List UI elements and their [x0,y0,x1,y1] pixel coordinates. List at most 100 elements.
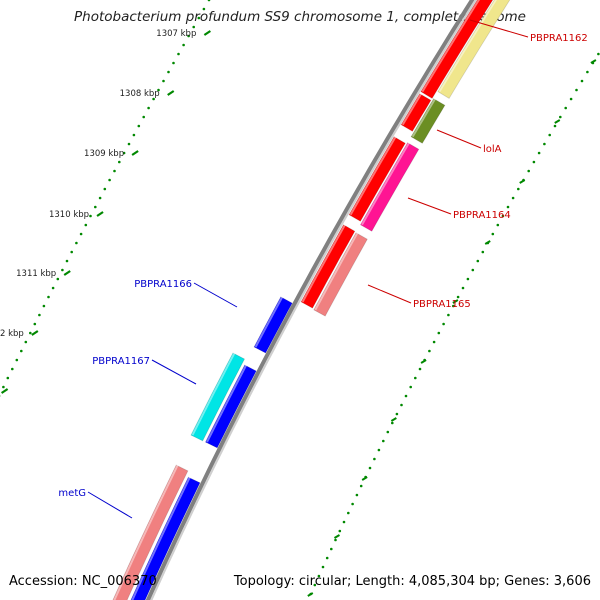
ring-dot [428,349,431,353]
label-leader-line [193,282,238,308]
ring-dot [391,421,394,425]
ring-dot [395,412,399,416]
major-tick [167,90,175,96]
minor-tick [484,240,491,245]
tick-marks-group: 1307 kbp 1308 kbp 1309 kbp 1310 kbp 1311 kbp… [0,29,597,597]
major-tick [63,270,71,276]
major-tick [131,150,139,156]
ring-dot [543,142,546,146]
ring-dot [70,250,73,254]
ring-dot [24,340,28,344]
ring-dot [56,277,60,281]
ring-dot [481,250,485,254]
gene-labels-group: PBPRA1162 lolA PBPRA1164 PBPRA1165 PBPRA1166… [58,19,588,519]
gene-feature-reverse-3-highlight [131,476,191,600]
ring-dot [569,97,573,101]
ring-dot [414,376,417,380]
gene-feature-reverse-1-highlight [254,296,284,348]
ring-dot [382,439,385,443]
ring-dot [532,160,536,164]
tick-label: 1308 kbp [120,89,160,99]
gene-label[interactable]: lolA [483,144,502,155]
ring-dot [61,268,64,272]
ring-dot [456,295,460,299]
chromosome-backbone [145,0,475,600]
label-leader-line [436,129,482,149]
ring-dot [368,466,372,470]
gene-feature-pale-1 [437,0,511,99]
tick-label: 1312 kbp [0,329,24,339]
major-tick [203,30,211,36]
ring-dot [15,358,19,362]
ring-dot [103,187,107,191]
ring-dot [33,322,37,326]
major-tick [96,211,104,217]
ring-dot [94,205,97,209]
accession-text: Accession: NC_006370 [9,574,157,589]
ring-dot [342,520,346,524]
minor-tick [390,417,397,422]
ring-dot [202,7,206,11]
ring-dot [177,52,180,56]
ring-dot [167,70,170,74]
gene-label[interactable]: metG [58,488,86,499]
ring-dot [575,88,578,92]
ring-dot [51,286,55,290]
ring-dot [20,349,23,353]
ring-dot [418,367,422,371]
ring-dot [75,241,78,245]
ring-dot [559,115,562,119]
ring-dot [113,169,116,173]
gene-label[interactable]: PBPRA1162 [530,33,588,44]
ring-dot [152,97,155,101]
label-leader-line [151,359,197,385]
map-title: Photobacterium profundum SS9 chromosome … [74,9,526,25]
minor-tick [420,359,427,364]
ring-dot [182,43,185,47]
minor-tick [307,592,314,597]
gene-feature-reverse-1 [253,296,293,354]
ring-dot [527,169,530,173]
ring-dot [506,205,510,209]
ring-dot [404,394,408,398]
ring-dot [84,223,88,227]
ring-dot [347,511,350,515]
ring-dot [325,556,329,560]
backbone-shadow [150,0,477,600]
ring-dot [122,151,126,155]
ring-dot [553,124,557,128]
minor-tick [361,476,368,481]
gene-label[interactable]: PBPRA1166 [134,279,192,290]
gene-feature-forward-1-highlight [421,0,480,93]
ring-dot [386,430,390,434]
ring-dot [162,79,165,83]
gene-label[interactable]: PBPRA1165 [413,299,471,310]
ring-dot [79,232,83,236]
gene-feature-pale-1-highlight [438,0,497,93]
ring-dot [442,322,445,326]
ring-dot [47,295,50,299]
ring-dot [192,25,195,29]
ring-dot [42,304,46,308]
ring-dot [432,340,436,344]
ring-dot [373,457,376,461]
gene-feature-salmon-2 [112,464,189,600]
ring-dot [321,565,325,569]
ring-dot [580,79,584,83]
ring-dot [355,493,359,497]
ring-dot [496,223,500,227]
tick-label: 1307 kbp [156,29,196,39]
label-leader-line [367,284,412,304]
minor-tick [333,534,340,539]
gene-feature-forward-4-highlight [301,224,346,303]
ring-dot [466,277,470,281]
label-leader-line [407,197,452,215]
label-leader-line [87,491,133,519]
ring-dot [89,214,92,218]
gene-feature-salmon-2-highlight [113,464,179,600]
gene-label[interactable]: PBPRA1167 [92,356,150,367]
gene-label[interactable]: PBPRA1164 [453,210,511,221]
ring-dot [338,529,342,533]
ring-dot [330,547,333,551]
